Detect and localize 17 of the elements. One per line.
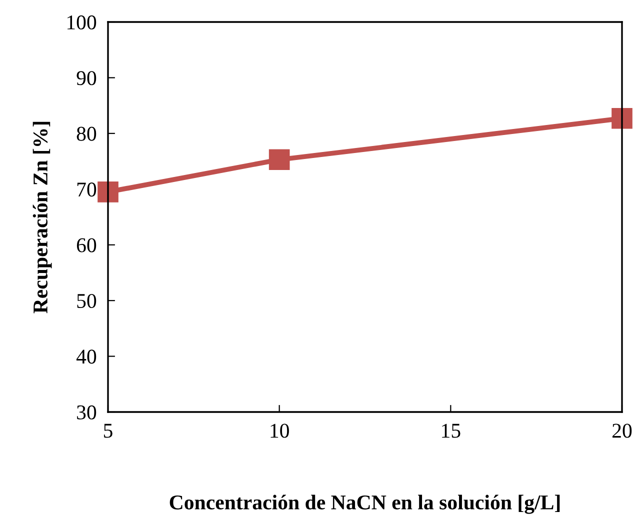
point xyxy=(98,182,118,202)
y-tick-label: 90 xyxy=(76,71,96,86)
x-tick-label: 5 xyxy=(104,424,112,438)
y-tick-label: 100 xyxy=(67,15,96,30)
y-tick-label: 80 xyxy=(76,126,96,141)
x-axis-title: Concentración de NaCN en la solución [g/L] xyxy=(170,494,560,514)
y-tick-label: 60 xyxy=(76,238,96,252)
y-tick-label: 40 xyxy=(76,350,96,364)
y-tick-label: 70 xyxy=(77,182,96,197)
x-tick-label: 10 xyxy=(270,424,289,438)
y-tick-label: 50 xyxy=(77,294,96,308)
x-tick-label: 15 xyxy=(442,424,460,438)
point xyxy=(612,108,632,129)
x-tick-label: 20 xyxy=(612,424,632,438)
y-tick-label: 30 xyxy=(77,405,96,420)
point xyxy=(268,149,290,170)
y-axis-title: Recuperación Zn [%] xyxy=(32,122,52,314)
